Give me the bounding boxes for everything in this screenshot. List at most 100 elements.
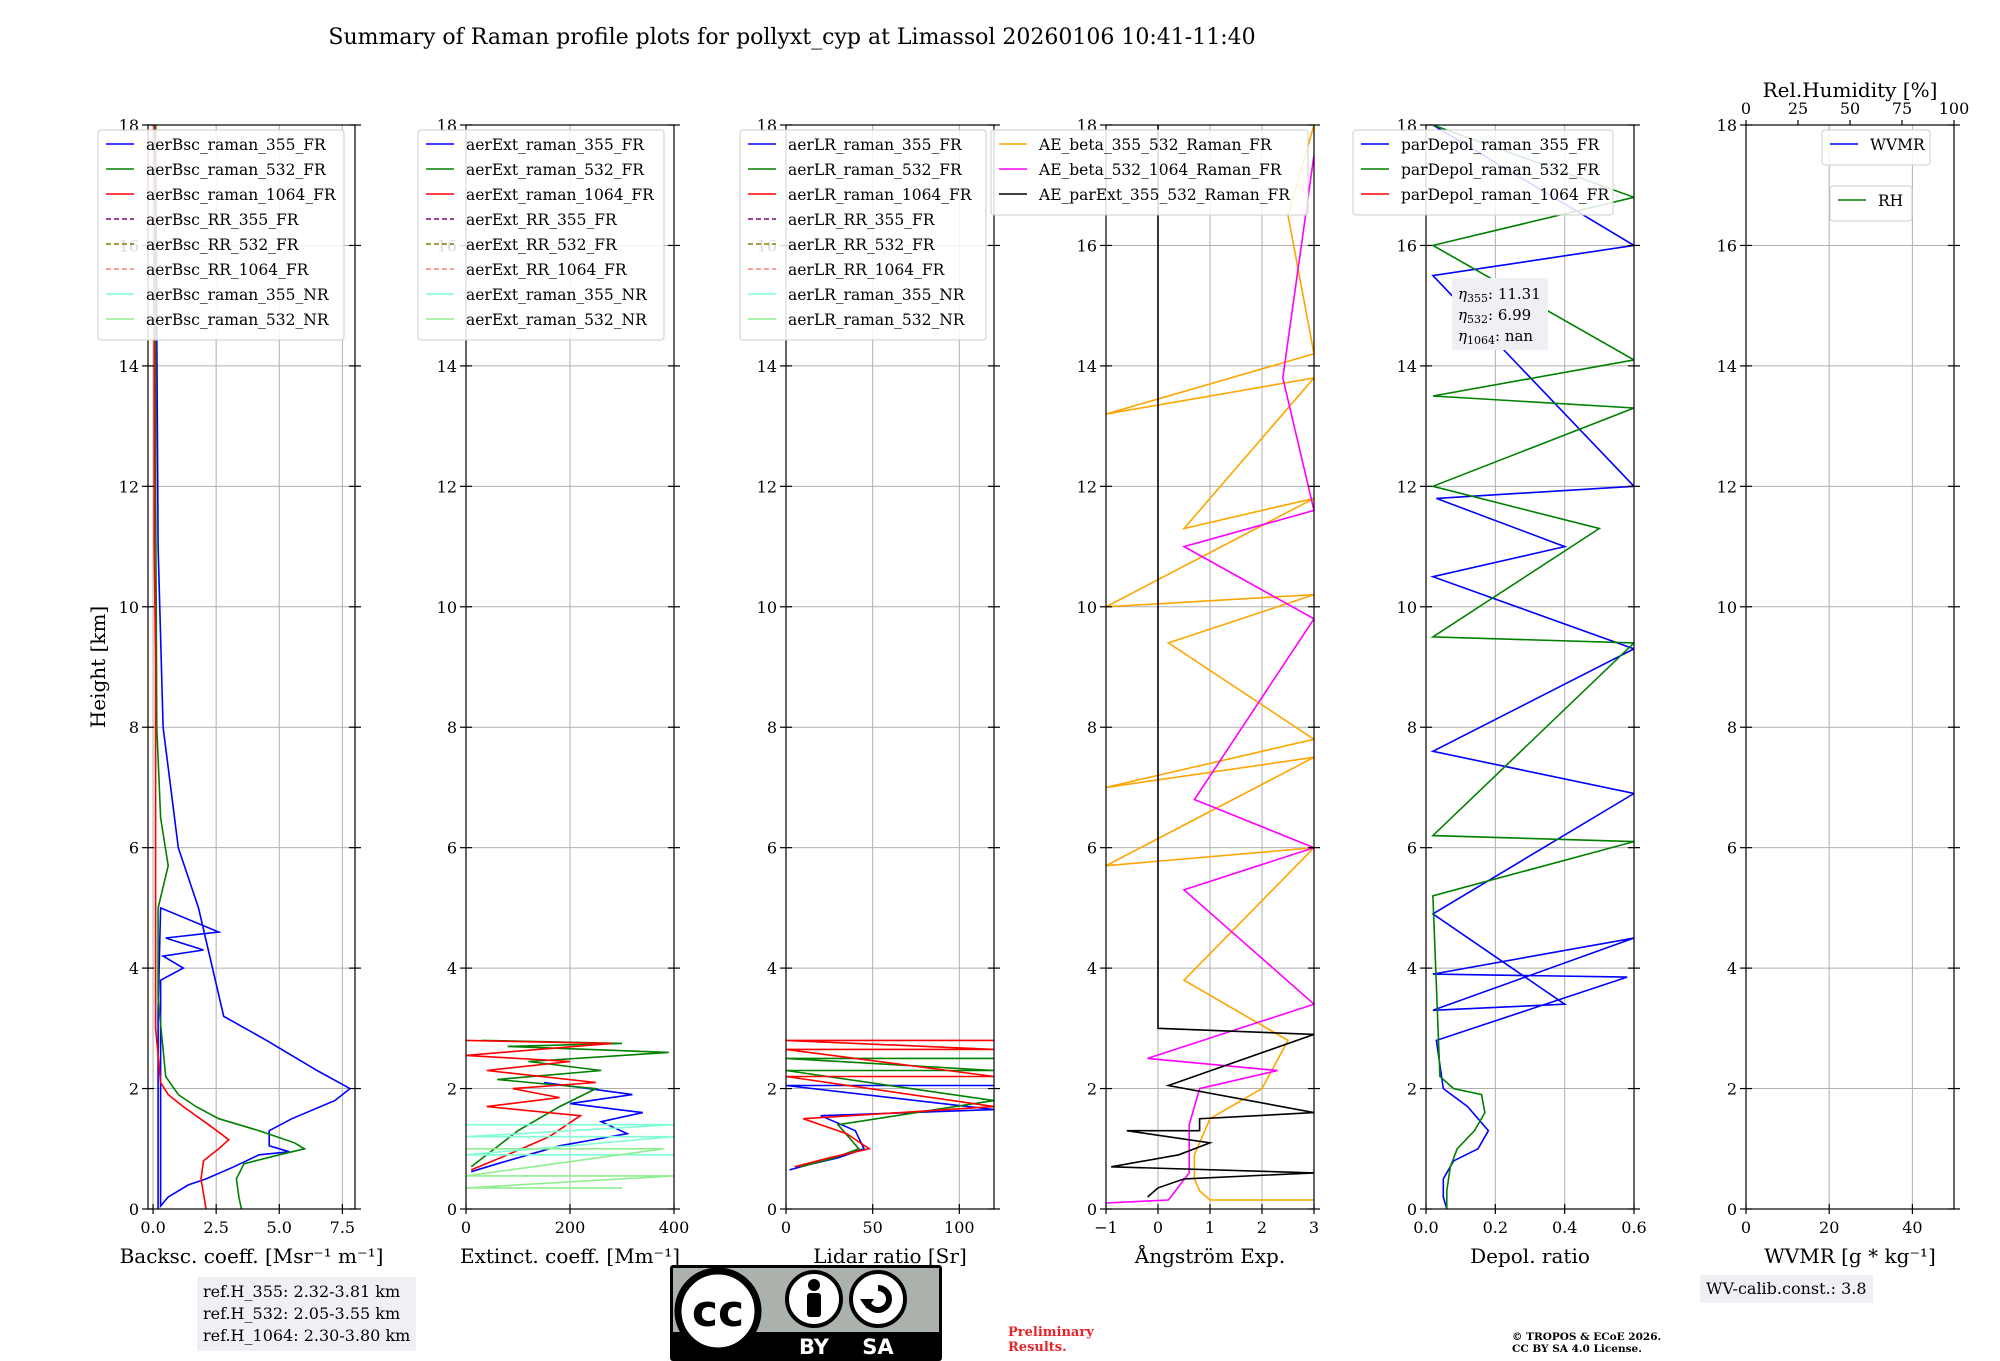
reference-height-box: ref.H_355: 2.32-3.81 km ref.H_532: 2.05-…	[197, 1277, 417, 1351]
x-tick-label: 0	[461, 1218, 471, 1237]
y-tick-label: 14	[437, 357, 457, 376]
legend-label: aerLR_raman_532_NR	[788, 311, 966, 329]
series-line-aerBsc_raman_1064_FR	[153, 125, 231, 1209]
x-tick-label: 0.2	[1483, 1218, 1508, 1237]
series-line-AE_beta_532_1064_Raman_FR	[1106, 154, 1314, 1204]
axes-frame	[147, 124, 356, 1210]
y-tick-label: 8	[1087, 718, 1097, 737]
legend-box	[1829, 185, 1913, 222]
copyright-line-2: CC BY SA 4.0 License.	[1512, 1343, 1642, 1355]
x-tick-label: 3	[1309, 1218, 1319, 1237]
y-tick-label: 12	[1717, 477, 1737, 496]
panel-lidar_ratio: 024681012141618050100Lidar ratio [Sr]aer…	[739, 116, 1000, 1268]
series-line-aerBsc_raman_355_FR	[154, 125, 352, 1209]
legend-label: aerLR_raman_532_FR	[788, 161, 963, 179]
legend-label: aerBsc_RR_355_FR	[146, 211, 300, 229]
axes-frame	[1745, 124, 1955, 1210]
y-tick-label: 4	[1727, 959, 1737, 978]
eta-line-355: η355: 11.31	[1458, 285, 1541, 305]
y-tick-label: 6	[1087, 839, 1097, 858]
y-tick-label: 4	[1407, 959, 1417, 978]
x-tick-label: 2.5	[203, 1218, 228, 1237]
x-tick-label: 40	[1902, 1218, 1922, 1237]
y-tick-label: 8	[129, 718, 139, 737]
x-tick-label: 2	[1257, 1218, 1267, 1237]
legend-label: aerLR_RR_355_FR	[788, 211, 936, 229]
series-line-AE_beta_355_532_Raman_FR	[1106, 125, 1314, 1201]
y-tick-label: 8	[1727, 718, 1737, 737]
cc-circle-icon	[674, 1267, 762, 1355]
copyright-note: © TROPOS & ECoE 2026. CC BY SA 4.0 Licen…	[1512, 1331, 1661, 1355]
legend-label: aerLR_raman_1064_FR	[788, 186, 973, 204]
legend: parDepol_raman_355_FR parDepol_raman_532_…	[1352, 129, 1614, 216]
x-tick-label: 0.4	[1552, 1218, 1577, 1237]
y-tick-label: 10	[757, 598, 777, 617]
legend-label: aerBsc_RR_532_FR	[146, 236, 300, 254]
y-tick-label: 6	[767, 839, 777, 858]
legend-label: aerExt_RR_355_FR	[466, 211, 618, 229]
y-tick-label: 0	[447, 1200, 457, 1219]
top-axis-label: Rel.Humidity [%]	[1763, 78, 1938, 102]
legend-box	[739, 129, 987, 341]
eta-box	[1452, 278, 1548, 350]
series-line-aerBsc_raman_532_FR	[154, 125, 307, 1209]
wv-calibration-box: WV-calib.const.: 3.8	[1700, 1275, 1873, 1303]
series-line-aerExt_raman_1064_FR	[466, 1039, 612, 1171]
legend-label: aerBsc_raman_1064_FR	[146, 186, 337, 204]
legend-label: aerBsc_raman_355_NR	[146, 286, 330, 304]
x-tick-label: 0	[1153, 1218, 1163, 1237]
attribution-head	[808, 1279, 820, 1291]
y-tick-label: 10	[437, 598, 457, 617]
y-tick-label: 2	[129, 1080, 139, 1099]
x-tick-label: 100	[944, 1218, 975, 1237]
x-tick-label: 5.0	[267, 1218, 292, 1237]
eta-line-1064: η1064: nan	[1458, 327, 1533, 347]
legend-label: parDepol_raman_355_FR	[1401, 136, 1601, 154]
eta-line-532: η532: 6.99	[1458, 306, 1531, 326]
top-tick-label: 100	[1939, 99, 1970, 118]
legend: AE_beta_355_532_Raman_FR AE_beta_532_1064…	[990, 129, 1309, 216]
legend: aerExt_raman_355_FR aerExt_raman_532_FRae…	[417, 129, 665, 341]
series-line-aerLR_raman_355_FR	[786, 1084, 994, 1171]
legend-label: RH	[1878, 192, 1903, 210]
legend-label: aerExt_raman_355_NR	[466, 286, 648, 304]
y-tick-label: 16	[1397, 236, 1417, 255]
x-axis-label: Lidar ratio [Sr]	[813, 1244, 967, 1268]
y-tick-label: 8	[767, 718, 777, 737]
legend-box	[990, 129, 1309, 216]
y-tick-label: 2	[1087, 1080, 1097, 1099]
y-tick-label: 0	[1087, 1200, 1097, 1219]
y-tick-label: 0	[767, 1200, 777, 1219]
series-line-parDepol_raman_532_FR	[1430, 125, 1634, 1209]
x-tick-label: 50	[862, 1218, 882, 1237]
y-tick-label: 4	[767, 959, 777, 978]
x-axis-label: Ångström Exp.	[1134, 1243, 1285, 1268]
x-axis-label: Depol. ratio	[1470, 1244, 1590, 1268]
legend-label: aerLR_raman_355_NR	[788, 286, 966, 304]
y-tick-label: 12	[437, 477, 457, 496]
legend-label: aerExt_RR_1064_FR	[466, 261, 628, 279]
share-alike-icon	[849, 1270, 907, 1328]
y-tick-label: 4	[447, 959, 457, 978]
x-tick-label: 400	[659, 1218, 690, 1237]
x-tick-label: 0.0	[1413, 1218, 1438, 1237]
y-tick-label: 14	[119, 357, 139, 376]
y-tick-label: 14	[757, 357, 777, 376]
y-tick-label: 6	[447, 839, 457, 858]
y-tick-label: 10	[119, 598, 139, 617]
cc-by-sa-license-badge: cc BY SA	[670, 1265, 942, 1361]
y-tick-label: 6	[1727, 839, 1737, 858]
series-line-aerExt_raman_532_NR	[466, 1148, 674, 1189]
y-tick-label: 4	[129, 959, 139, 978]
y-tick-label: 6	[129, 839, 139, 858]
y-tick-label: 6	[1407, 839, 1417, 858]
x-tick-label: 20	[1819, 1218, 1839, 1237]
axes-frame	[1425, 124, 1635, 1210]
x-tick-label: 0	[1741, 1218, 1751, 1237]
legend: aerLR_raman_355_FR aerLR_raman_532_FR aerL…	[739, 129, 987, 341]
wv-calib-const: WV-calib.const.: 3.8	[1706, 1279, 1867, 1298]
y-tick-label: 12	[1077, 477, 1097, 496]
